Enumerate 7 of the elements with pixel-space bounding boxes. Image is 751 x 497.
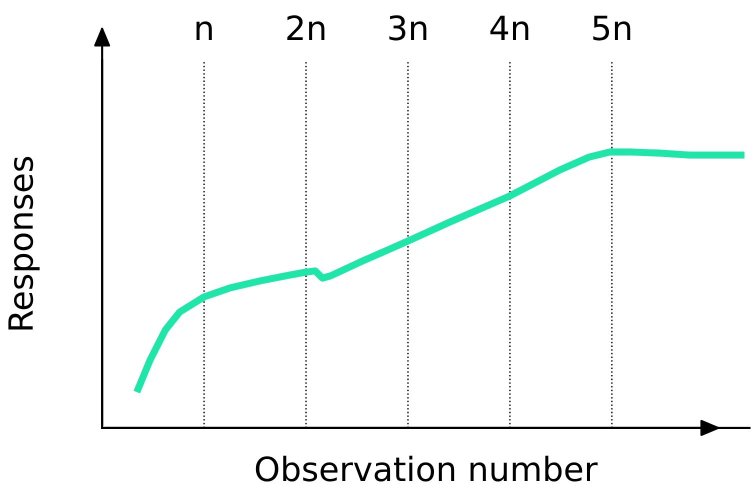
y-axis-title: Responses <box>8 156 40 330</box>
x-tick-label: 3n <box>389 15 426 40</box>
x-tick-label: 5n <box>593 16 630 40</box>
x-tick-label: n <box>196 21 212 40</box>
x-tick-label: 2n <box>287 15 324 40</box>
x-tick-label: 4n <box>490 16 528 40</box>
x-axis-title: Observation number <box>256 456 598 482</box>
